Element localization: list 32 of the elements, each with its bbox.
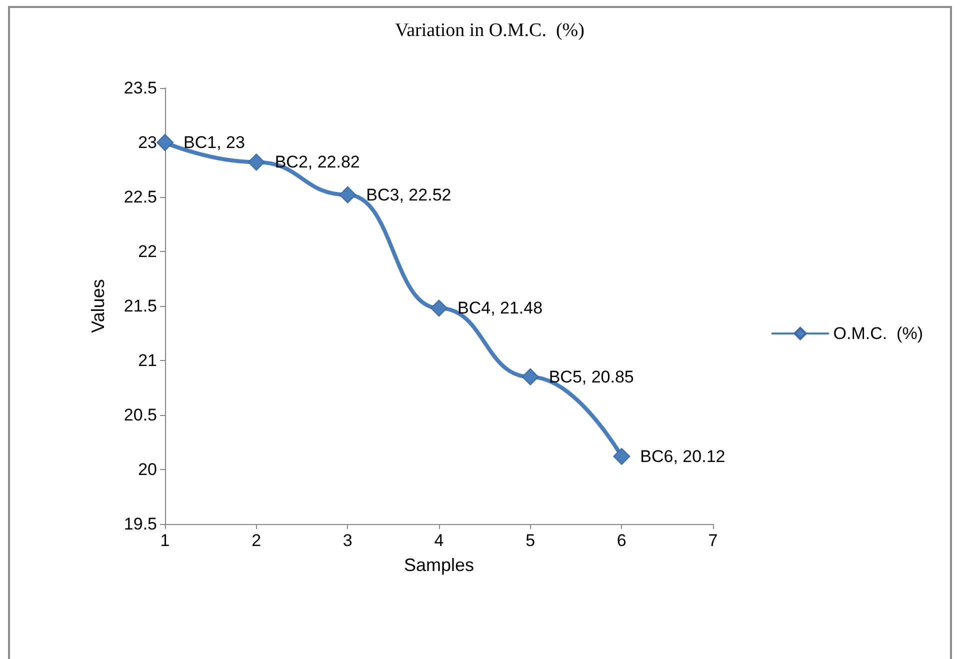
- point: [522, 368, 539, 386]
- y-tick-label: 20: [138, 460, 157, 479]
- legend-label: O.M.C. (%): [833, 324, 924, 343]
- point: [339, 186, 356, 204]
- x-axis-title: Samples: [404, 555, 474, 575]
- data-label: BC5, 20.85: [548, 367, 634, 386]
- y-tick-label: 22.5: [124, 188, 157, 206]
- data-label: BC2, 22.82: [274, 152, 360, 172]
- x-tick-label: 3: [342, 531, 352, 550]
- y-tick-label: 19.5: [124, 514, 157, 534]
- x-tick-label: 6: [616, 531, 626, 550]
- y-tick-label: 23: [138, 133, 157, 152]
- y-tick-label: 23.5: [124, 78, 157, 98]
- y-tick-label: 20.5: [124, 406, 157, 424]
- x-tick-label: 4: [434, 531, 444, 550]
- point: [248, 154, 265, 171]
- y-tick-label: 21: [138, 351, 157, 370]
- y-axis-title: Values: [88, 279, 108, 333]
- data-label: BC3, 22.52: [366, 185, 452, 204]
- chart-title: Variation in O.M.C. (%): [395, 20, 584, 41]
- x-tick-label: 7: [708, 531, 718, 550]
- data-label: BC4, 21.48: [458, 298, 543, 318]
- x-tick-label: 1: [160, 531, 170, 550]
- data-label: BC6, 20.12: [640, 446, 726, 466]
- y-tick-label: 22: [138, 242, 157, 261]
- point: [156, 134, 174, 151]
- x-tick-label: 2: [252, 531, 262, 550]
- y-tick-label: 21.5: [124, 296, 157, 316]
- point: [430, 300, 448, 317]
- point: [613, 448, 630, 465]
- data-label: BC1, 23: [184, 133, 245, 152]
- x-tick-label: 5: [526, 531, 536, 550]
